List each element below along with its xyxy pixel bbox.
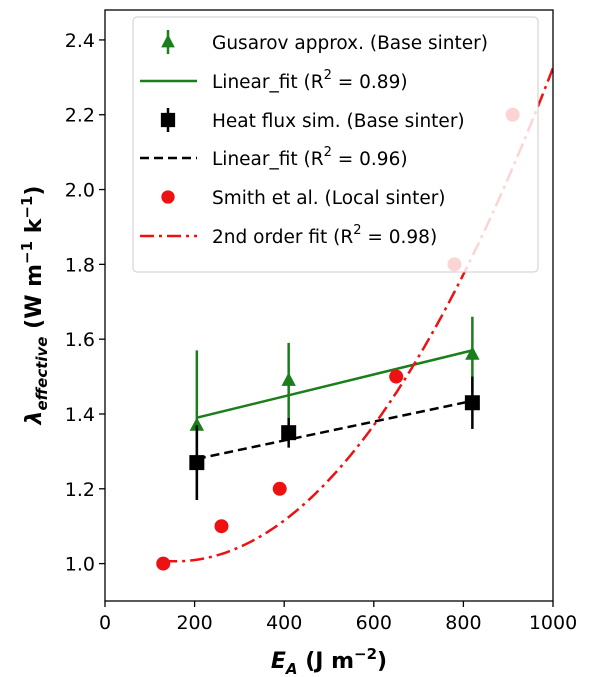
square-point bbox=[464, 395, 480, 411]
x-tick-label: 1000 bbox=[529, 612, 577, 634]
circle-point bbox=[156, 556, 171, 571]
legend-label: Heat flux sim. (Base sinter) bbox=[212, 111, 465, 132]
y-tick-label: 2.4 bbox=[65, 30, 95, 52]
legend-circle-icon bbox=[161, 190, 175, 204]
axes-frame bbox=[104, 9, 554, 602]
circle-point bbox=[389, 369, 404, 384]
legend-label: Linear_fit (R2 = 0.89) bbox=[212, 68, 408, 93]
plot-series bbox=[156, 67, 553, 571]
legend-label: 2nd order fit (R2 = 0.98) bbox=[212, 223, 437, 248]
legend-label-prefix: 2nd order fit (R bbox=[212, 227, 353, 248]
square-point bbox=[189, 455, 205, 471]
x-tick-label: 0 bbox=[99, 612, 111, 634]
y-axis-label: λeffective (W m−1 k−1) bbox=[18, 186, 51, 426]
x-tick-label: 600 bbox=[356, 612, 392, 634]
legend-label: Gusarov approx. (Base sinter) bbox=[212, 33, 488, 54]
legend-label-suffix: = 0.96) bbox=[332, 149, 408, 170]
triangle-point bbox=[465, 346, 480, 360]
x-tick-label: 800 bbox=[445, 612, 481, 634]
legend-square-icon bbox=[160, 112, 176, 128]
x-tick-label: 400 bbox=[266, 612, 302, 634]
legend-label: Linear_fit (R2 = 0.96) bbox=[212, 145, 408, 170]
circle-point bbox=[214, 519, 229, 534]
legend-label-suffix: = 0.98) bbox=[361, 227, 437, 248]
legend-label-suffix: = 0.89) bbox=[332, 72, 408, 93]
legend-label-superscript: 2 bbox=[353, 223, 361, 238]
fit-line-solid bbox=[196, 349, 473, 419]
triangle-point bbox=[189, 417, 205, 431]
square-point bbox=[281, 425, 297, 441]
y-tick-label: 1.2 bbox=[65, 479, 95, 501]
legend: Gusarov approx. (Base sinter) Linear_fit … bbox=[132, 16, 539, 273]
circle-point bbox=[272, 481, 287, 496]
legend-label-superscript: 2 bbox=[324, 145, 332, 160]
x-tick-label: 200 bbox=[176, 612, 212, 634]
triangle-point bbox=[281, 372, 296, 386]
y-tick-label: 1.8 bbox=[65, 254, 95, 276]
legend-label: Smith et al. (Local sinter) bbox=[212, 188, 446, 209]
y-tick-label: 1.0 bbox=[65, 554, 95, 576]
plot-area bbox=[156, 67, 553, 571]
y-tick-label: 2.0 bbox=[65, 180, 95, 202]
legend-label-prefix: Linear_fit (R bbox=[212, 72, 324, 93]
x-axis-label: EA (J m−2) bbox=[271, 645, 387, 677]
y-tick-label: 1.4 bbox=[65, 404, 95, 426]
axis-ticks: 0 200 400 600 800 1000 1.0 1.2 1.4 1.6 1.8 2.0 2.2 2.… bbox=[65, 30, 577, 634]
legend-triangle-icon bbox=[161, 34, 175, 48]
legend-label-prefix: Linear_fit (R bbox=[212, 149, 324, 170]
y-tick-label: 2.2 bbox=[65, 105, 95, 127]
legend-box bbox=[132, 16, 539, 273]
legend-label-superscript: 2 bbox=[324, 68, 332, 83]
fit-line-dashed bbox=[196, 399, 473, 461]
y-tick-label: 1.6 bbox=[65, 329, 95, 351]
